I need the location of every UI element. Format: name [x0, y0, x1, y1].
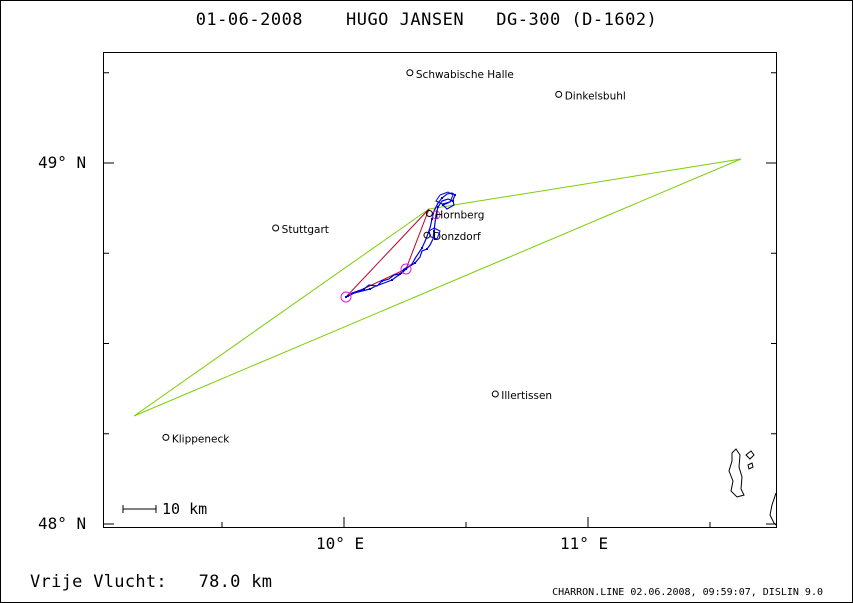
place-marker-icon: [425, 210, 433, 218]
y-axis-label-49N: 49° N: [38, 153, 87, 172]
track-fix-point: [437, 206, 439, 208]
track-fix-point: [345, 296, 347, 298]
track-fix-point: [391, 279, 393, 281]
track-fix-point: [442, 204, 444, 206]
track-fix-points: [345, 194, 456, 298]
track-fix-point: [452, 200, 454, 202]
track-fix-point: [381, 280, 383, 282]
lake-outline: [769, 492, 776, 526]
place-label: Donzdorf: [433, 231, 481, 243]
distance-label: Vrije Vlucht:: [30, 572, 167, 592]
place-label: Schwabische Halle: [416, 69, 514, 81]
flight-title: 01-06-2008 HUGO JANSEN DG-300 (D-1602): [195, 10, 658, 30]
place-marker-icon: [406, 69, 414, 77]
track-fix-point: [433, 230, 435, 232]
place-label: Dinkelsbuhl: [565, 90, 626, 102]
track-fix-point: [399, 273, 401, 275]
lake-outline: [728, 448, 745, 498]
place-label: Klippeneck: [172, 433, 230, 445]
track-fix-point: [421, 247, 423, 249]
track-fix-point: [347, 295, 349, 297]
distance-summary: Vrije Vlucht: 78.0 km: [30, 572, 272, 592]
place-markers: Schwabische Halle Dinkelsbuhl Stuttgart Hor…: [162, 69, 626, 445]
flight-track-loop: [435, 191, 454, 205]
flight-track: [345, 192, 456, 298]
track-fix-point: [441, 197, 443, 199]
track-fix-point: [431, 218, 433, 220]
track-fix-point: [363, 288, 365, 290]
turnpoint-marker: [400, 263, 412, 275]
x-axis-label-10E: 10° E: [316, 534, 365, 553]
map-canvas: Schwabische Halle Dinkelsbuhl Stuttgart Hor…: [104, 69, 776, 527]
task-triangle: [133, 158, 742, 417]
y-axis-label-48N: 48° N: [38, 514, 87, 533]
axis-ticks: [104, 72, 776, 527]
place-marker-icon: [423, 231, 431, 239]
place-label: Hornberg: [435, 210, 484, 222]
place-marker-icon: [162, 433, 170, 441]
place-label: Illertissen: [501, 390, 552, 402]
flight-track-loop: [428, 227, 441, 240]
track-fix-point: [454, 194, 456, 196]
place-label: Stuttgart: [282, 224, 329, 236]
route-line: [345, 208, 430, 298]
scale-bar-label: 10 km: [162, 500, 208, 518]
track-fix-point: [414, 262, 416, 264]
x-axis-label-11E: 11° E: [560, 534, 609, 553]
place-marker-icon: [555, 90, 563, 98]
map-plot-area: Schwabische Halle Dinkelsbuhl Stuttgart Hor…: [103, 52, 777, 528]
distance-value: 78.0 km: [198, 572, 273, 592]
lake-outline: [745, 450, 755, 460]
track-fix-point: [426, 248, 428, 250]
track-fix-point: [405, 268, 407, 270]
scale-bar: [122, 505, 157, 513]
credit-line: CHARRON.LINE 02.06.2008, 09:59:07, DISLI…: [552, 587, 823, 598]
lake-outline: [747, 462, 754, 470]
turnpoint-start-marker: [340, 291, 352, 303]
place-marker-icon: [491, 390, 499, 398]
place-marker-icon: [272, 224, 280, 232]
track-fix-point: [369, 288, 371, 290]
